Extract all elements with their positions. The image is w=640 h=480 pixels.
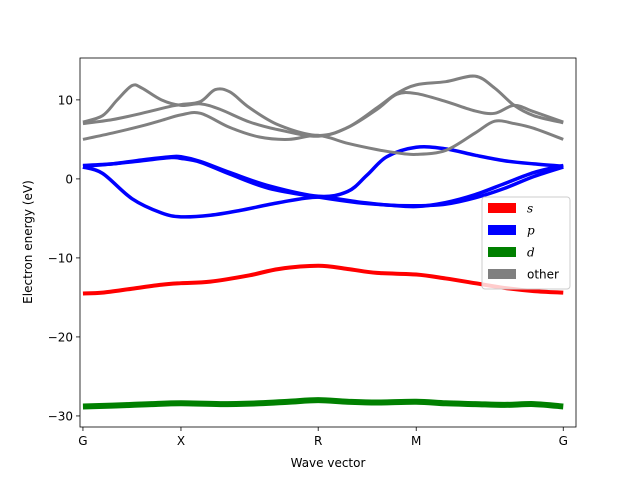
x-tick-label: M	[411, 434, 421, 448]
legend-label-other: other	[527, 268, 559, 282]
legend-swatch-d	[488, 247, 516, 257]
y-tick-label: −10	[48, 251, 73, 265]
band-line-d-band	[82, 397, 564, 410]
legend-label-s: s	[527, 202, 533, 216]
band-line-p-band-3	[82, 155, 564, 209]
band-line-other-3	[82, 111, 564, 156]
band-line-other-1	[82, 74, 564, 138]
plot-frame	[79, 57, 577, 428]
x-tick-label: X	[177, 434, 185, 448]
x-axis-label: Wave vector	[291, 456, 366, 470]
ticks-layer: G X R M G 10 0 −10 −20 −30	[48, 93, 568, 448]
legend: spd other	[481, 196, 571, 290]
legend-label-d: d	[527, 246, 535, 260]
y-axis-label: Electron energy (eV)	[21, 180, 35, 304]
x-tick-label: G	[78, 434, 87, 448]
bands-layer	[82, 74, 564, 410]
y-tick-label: 0	[65, 172, 73, 186]
legend-swatch-other	[488, 269, 516, 279]
legend-swatch-s	[488, 203, 516, 213]
legend-frame	[481, 196, 571, 290]
y-tick-label: −30	[48, 409, 73, 423]
y-tick-label: −20	[48, 330, 73, 344]
y-tick-label: 10	[58, 93, 73, 107]
legend-swatch-p	[488, 225, 516, 235]
x-tick-label: R	[314, 434, 322, 448]
legend-label-p: p	[527, 224, 535, 238]
x-tick-label: G	[559, 434, 568, 448]
